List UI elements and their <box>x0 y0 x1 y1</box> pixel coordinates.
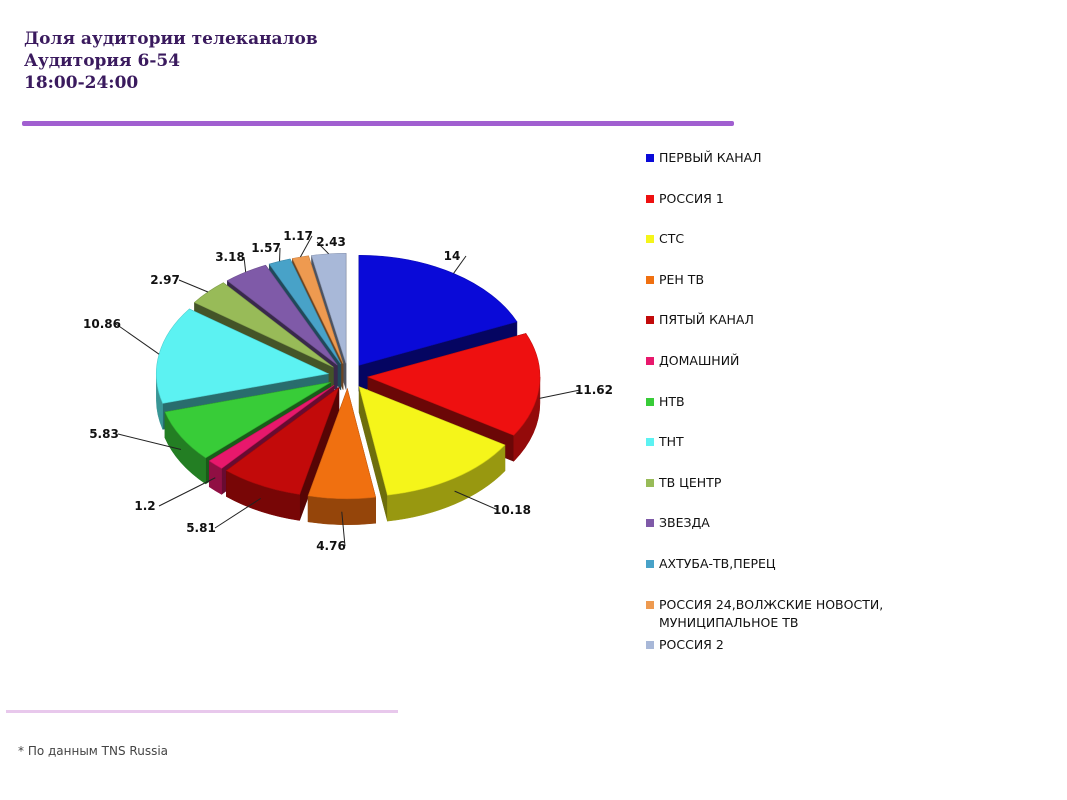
legend-swatch <box>646 397 654 406</box>
legend-swatch <box>646 478 654 487</box>
legend-label: РОССИЯ 2 <box>659 637 724 653</box>
chart-subtitle-time: 18:00-24:00 <box>24 73 139 93</box>
leader-line <box>243 256 247 273</box>
legend-label: ПЕРВЫЙ КАНАЛ <box>659 150 762 165</box>
slice-top <box>225 386 340 495</box>
legend-item: ЗВЕЗДА <box>646 513 926 554</box>
legend-item: РЕН ТВ <box>646 270 926 311</box>
slice-top <box>367 333 541 436</box>
legend-label: ТВ ЦЕНТР <box>659 474 722 490</box>
legend-swatch <box>646 275 654 284</box>
legend-label: СТС <box>659 231 685 247</box>
slice-top <box>307 387 377 500</box>
chart-subtitle-audience: Аудитория 6-54 <box>24 51 181 71</box>
legend-item: ДОМАШНИЙ <box>646 351 926 392</box>
pie-slice-3 <box>358 386 506 522</box>
data-label: 4.76 <box>316 539 346 553</box>
slice-top <box>358 386 506 496</box>
leader-line <box>178 279 209 293</box>
legend-swatch <box>646 194 654 203</box>
chart-title-block: Доля аудитории телеканалов Аудитория 6-5… <box>24 28 318 94</box>
legend-item: ПЕРВЫЙ КАНАЛ <box>646 148 926 189</box>
data-label: 10.86 <box>83 317 121 331</box>
leader-line <box>158 477 216 507</box>
legend-item: АХТУБА-ТВ,ПЕРЕЦ <box>646 554 926 595</box>
pie-slice-4 <box>307 387 377 526</box>
leader-line <box>117 433 182 451</box>
slice-top <box>226 264 338 366</box>
legend-item: НТВ <box>646 392 926 433</box>
source-footnote: * По данным TNS Russia <box>18 744 169 758</box>
leader-line <box>316 241 329 255</box>
legend-item: РОССИЯ 24,ВОЛЖСКИЕ НОВОСТИ, МУНИЦИПАЛЬНОЕ… <box>646 595 926 636</box>
chart-legend: ПЕРВЫЙ КАНАЛ РОССИЯ 1 СТС РЕН ТВ ПЯТЫЙ КАНАЛ… <box>646 148 926 676</box>
data-label: 5.81 <box>186 521 216 535</box>
legend-swatch <box>646 316 654 325</box>
legend-label: ТНТ <box>659 434 684 450</box>
legend-item: СТС <box>646 229 926 270</box>
slice-top <box>291 255 344 364</box>
data-label: 2.97 <box>150 273 180 287</box>
data-label: 3.18 <box>215 250 245 264</box>
slice-outer-wall <box>307 495 376 526</box>
pie-slice-5 <box>225 386 340 521</box>
legend-label: РЕН ТВ <box>659 271 705 287</box>
legend-swatch <box>646 641 654 650</box>
leader-line <box>453 255 467 274</box>
leader-line <box>115 323 160 355</box>
legend-swatch <box>646 356 654 365</box>
leader-line <box>299 235 313 258</box>
data-label: 11.62 <box>575 383 613 397</box>
legend-item: РОССИЯ 1 <box>646 189 926 230</box>
legend-label: ПЯТЫЙ КАНАЛ <box>659 312 754 328</box>
slice-top <box>358 255 518 366</box>
slice-top <box>164 382 331 459</box>
legend-swatch <box>646 519 654 528</box>
legend-item: ПЯТЫЙ КАНАЛ <box>646 310 926 351</box>
legend-label: РОССИЯ 24,ВОЛЖСКИЕ НОВОСТИ, МУНИЦИПАЛЬНОЕ… <box>659 596 884 630</box>
slice-top <box>268 258 342 365</box>
legend-swatch <box>646 154 654 162</box>
data-label: 14 <box>444 249 461 263</box>
data-label: 2.43 <box>316 235 346 249</box>
legend-swatch <box>646 559 654 568</box>
leader-line <box>539 389 581 399</box>
legend-swatch <box>646 235 654 244</box>
leader-line <box>454 490 499 511</box>
legend-label: ДОМАШНИЙ <box>659 352 740 368</box>
slice-top <box>156 308 330 404</box>
data-label: 10.18 <box>493 503 531 517</box>
legend-swatch <box>646 600 654 609</box>
legend-label: НТВ <box>659 393 685 409</box>
legend-label: ЗВЕЗДА <box>659 515 710 531</box>
leader-line <box>214 497 262 529</box>
legend-item: ТВ ЦЕНТР <box>646 473 926 514</box>
chart-title: Доля аудитории телеканалов <box>24 29 318 49</box>
data-label: 1.57 <box>251 241 281 255</box>
bottom-divider <box>6 710 398 713</box>
legend-label: АХТУБА-ТВ,ПЕРЕЦ <box>659 555 776 571</box>
slice-top <box>208 384 335 469</box>
leader-line <box>341 511 346 547</box>
legend-swatch <box>646 438 654 447</box>
legend-label: РОССИЯ 1 <box>659 190 724 206</box>
top-divider <box>22 121 734 126</box>
legend-item: ТНТ <box>646 432 926 473</box>
data-label: 5.83 <box>89 427 119 441</box>
legend-item: РОССИЯ 2 <box>646 635 926 676</box>
data-label: 1.17 <box>283 229 313 243</box>
data-label: 1.2 <box>134 499 155 513</box>
